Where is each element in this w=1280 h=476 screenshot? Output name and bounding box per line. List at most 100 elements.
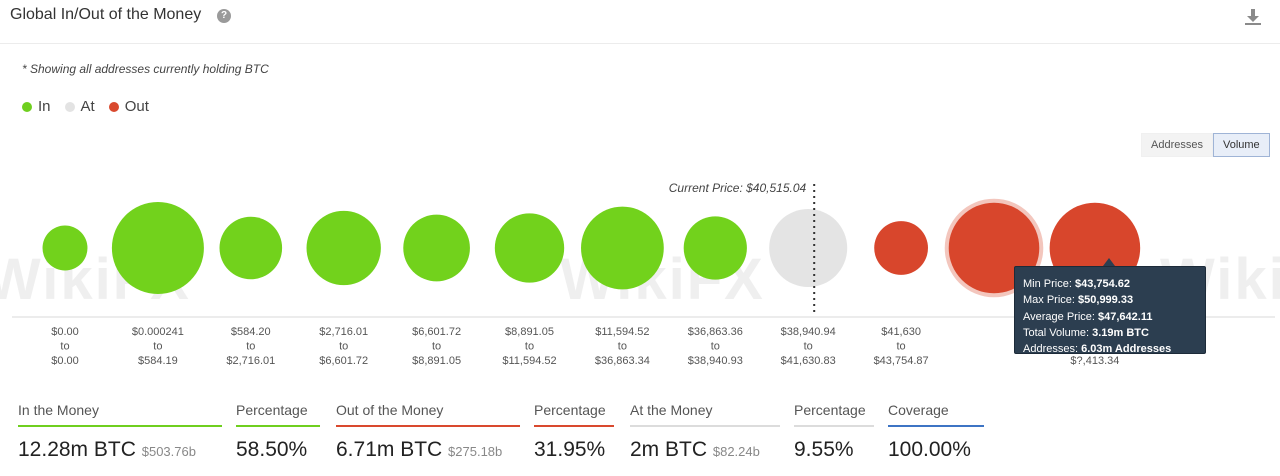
tooltip-min-row: Min Price: $43,754.62 — [1023, 278, 1131, 290]
bubble-10[interactable] — [874, 221, 928, 275]
bubble-4[interactable] — [306, 210, 381, 286]
bin-label-from: $38,940.94 — [781, 326, 836, 338]
stat-underline — [336, 425, 520, 427]
stat-value: 9.55% — [794, 438, 854, 461]
bubble-6[interactable] — [494, 213, 565, 283]
bubble-7[interactable] — [581, 206, 664, 290]
bin-label-from: $2,716.01 — [319, 326, 368, 338]
download-icon[interactable] — [1244, 8, 1262, 26]
tooltip-addresses-row: Addresses: 6.03m Addresses — [1023, 343, 1172, 356]
chart-header: Global In/Out of the Money ? — [0, 0, 1280, 44]
stat-value: 31.95% — [534, 438, 606, 461]
legend-item-at[interactable]: At — [64, 98, 95, 115]
stat-label: Coverage — [888, 402, 949, 418]
bubble-circle-in — [306, 210, 381, 286]
stat-underline — [888, 425, 984, 427]
bin-label-to: $11,594.52 — [502, 355, 556, 367]
bubble-circle-in — [494, 213, 565, 283]
bubble-8[interactable] — [683, 216, 747, 280]
bin-label-to: $36,863.34 — [595, 355, 650, 367]
bin-label-from: $11,594.52 — [595, 326, 649, 338]
bin-label-to-word: to — [153, 341, 162, 353]
bin-label-from: $6,601.72 — [412, 326, 461, 338]
stat-in-percentage: Percentage 58.50% — [236, 402, 320, 462]
bubble-1[interactable] — [42, 225, 88, 271]
question-circle-icon[interactable]: ? — [217, 9, 231, 23]
bin-label-from: $0.000241 — [132, 326, 184, 338]
legend-label-in: In — [38, 98, 51, 115]
bubble-circle-in — [403, 214, 470, 282]
stat-label: Percentage — [534, 402, 606, 418]
bin-label-to-word: to — [525, 341, 534, 353]
stat-underline — [18, 425, 222, 427]
legend-label-out: Out — [124, 98, 149, 115]
bin-label-from: $36,863.36 — [688, 326, 743, 338]
bin-label-from: $41,630 — [881, 326, 921, 338]
bin-label-to-word: to — [60, 341, 69, 353]
stat-label: Percentage — [794, 402, 866, 418]
stat-coverage: Coverage 100.00% — [888, 402, 984, 462]
bubble-circle-in — [111, 202, 204, 294]
bubble-circle-in — [581, 206, 664, 290]
stat-value: 12.28m BTC $503.76b — [18, 438, 196, 461]
legend-item-out[interactable]: Out — [108, 98, 149, 115]
tooltip-volume-row: Total Volume: 3.19m BTC — [1023, 326, 1149, 339]
bin-label-to-word: to — [711, 341, 720, 353]
bin-label-to-word: to — [897, 341, 906, 353]
bubble-circle-at — [769, 208, 848, 288]
bin-label-from: $0.00 — [51, 326, 79, 338]
stat-out-of-the-money: Out of the Money 6.71m BTC $275.18b — [336, 402, 520, 462]
holding-note: * Showing all addresses currently holdin… — [22, 62, 269, 76]
volume-toggle-button[interactable]: Volume — [1212, 133, 1270, 157]
stat-value: 6.71m BTC $275.18b — [336, 438, 503, 461]
bubble-circle-in — [42, 225, 88, 271]
stat-at-percentage: Percentage 9.55% — [794, 402, 874, 462]
stat-label: Out of the Money — [336, 402, 444, 418]
bin-label-to-word: to — [432, 341, 441, 353]
stat-underline — [534, 425, 614, 427]
stat-underline — [794, 425, 874, 427]
stat-underline — [236, 425, 320, 427]
bin-label-to-word: to — [339, 341, 348, 353]
bubble-circle-in — [683, 216, 747, 280]
bin-label-to: $38,940.93 — [688, 355, 743, 367]
legend-label-at: At — [80, 98, 95, 115]
bin-label-from: $584.20 — [231, 326, 271, 338]
stat-value: 58.50% — [236, 438, 308, 461]
bubble-tooltip: Min Price: $43,754.62 Max Price: $50,999… — [1014, 266, 1206, 356]
bubble-9[interactable] — [769, 208, 848, 288]
metric-toggle: Addresses Volume — [1141, 133, 1270, 157]
legend-dot-out — [108, 101, 119, 112]
stat-out-percentage: Percentage 31.95% — [534, 402, 614, 462]
bin-label-to-word: to — [246, 341, 255, 353]
stat-value: 2m BTC $82.24b — [630, 438, 760, 461]
legend-dot-at — [64, 101, 75, 112]
bubble-3[interactable] — [219, 216, 283, 280]
legend: In At Out — [22, 98, 149, 115]
bubble-circle-out — [874, 221, 928, 275]
stat-at-the-money: At the Money 2m BTC $82.24b — [630, 402, 780, 462]
bin-label-to: $0.00 — [51, 355, 79, 367]
stat-label: In the Money — [18, 402, 99, 418]
legend-item-in[interactable]: In — [22, 98, 51, 115]
current-price-label: Current Price: $40,515.04 — [669, 181, 807, 195]
tooltip-max-row: Max Price: $50,999.33 — [1023, 294, 1134, 307]
addresses-toggle-button[interactable]: Addresses — [1141, 133, 1213, 157]
bin-label-to: $6,601.72 — [319, 355, 368, 367]
tooltip-arrow — [1103, 258, 1115, 266]
stat-label: Percentage — [236, 402, 308, 418]
bin-label-from: $8,891.05 — [505, 326, 554, 338]
bin-label-to: $?,413.34 — [1070, 355, 1119, 367]
bubble-circle-in — [219, 216, 283, 280]
tooltip-avg-row: Average Price: $47,642.11 — [1023, 310, 1153, 323]
stat-value: 100.00% — [888, 438, 971, 461]
bin-label-to-word: to — [804, 341, 813, 353]
bubble-5[interactable] — [403, 214, 470, 282]
bin-label-to: $41,630.83 — [781, 355, 836, 367]
stat-label: At the Money — [630, 402, 713, 418]
summary-bar: In the Money 12.28m BTC $503.76b Percent… — [0, 402, 1280, 476]
bubble-2[interactable] — [111, 202, 204, 294]
stat-underline — [630, 425, 780, 427]
bin-label-to: $8,891.05 — [412, 355, 461, 367]
bin-label-to: $43,754.87 — [874, 355, 929, 367]
